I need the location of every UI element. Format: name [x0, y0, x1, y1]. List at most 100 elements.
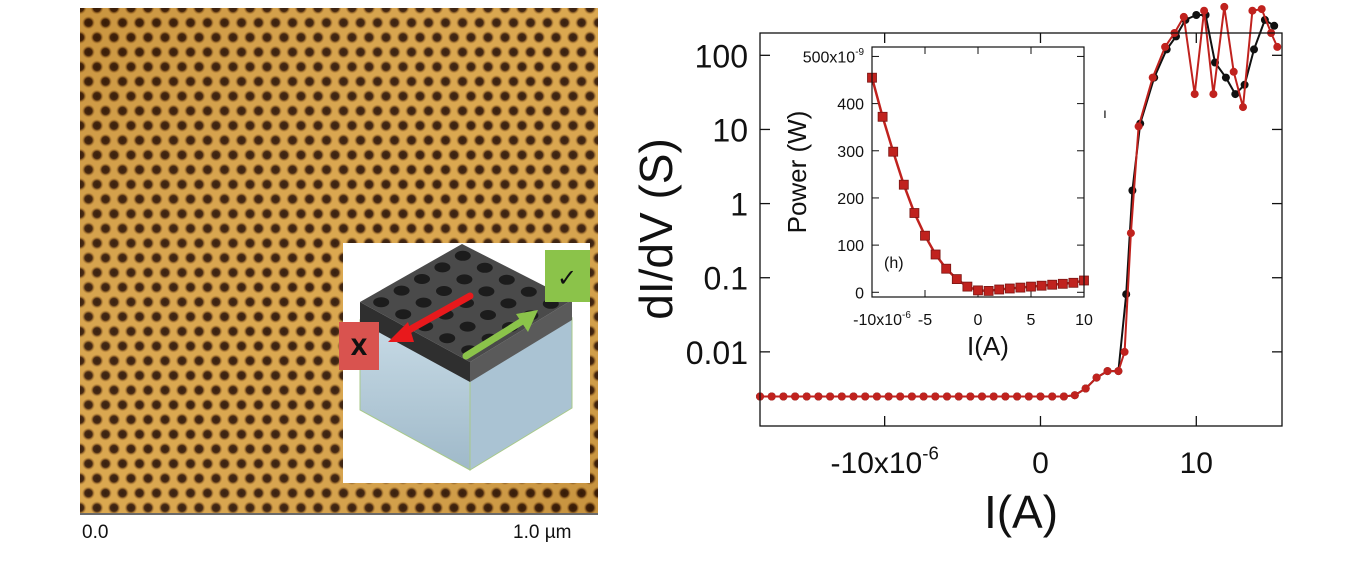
main-data-point	[826, 392, 835, 401]
wrong-arrow-head	[388, 322, 414, 342]
main-data-point	[1250, 45, 1258, 54]
inset-data-point	[941, 263, 952, 274]
main-data-point	[779, 392, 788, 401]
main-y-tick-label: 10	[712, 112, 748, 148]
main-x-tick-label: -10x10-6	[831, 443, 939, 481]
right-direction-arrow	[462, 316, 528, 360]
main-y-tick-label: 1	[730, 187, 748, 223]
inset-data-point	[1015, 282, 1026, 293]
main-y-tick-label: 0.1	[704, 261, 748, 297]
main-data-point	[872, 392, 881, 401]
wrong-direction-arrow	[398, 292, 474, 338]
inset-data-point	[930, 249, 941, 260]
inset-x-tick-label: -10x10-6	[853, 310, 911, 329]
main-ticks	[760, 33, 1282, 426]
inset-y-axis-label: Power (W)	[782, 111, 812, 234]
right-arrow-head	[516, 310, 538, 332]
inset-y-tick-label: 200	[837, 191, 864, 208]
inset-data-point	[909, 208, 920, 218]
main-data-point	[1257, 5, 1266, 14]
main-data-point	[1179, 12, 1188, 21]
main-data-point	[791, 392, 800, 401]
schematic-pore	[480, 310, 496, 320]
main-data-point	[1013, 392, 1022, 401]
main-data-point	[837, 392, 846, 401]
main-data-point	[1048, 392, 1057, 401]
main-data-point	[1270, 21, 1279, 30]
main-x-tick-label: 10	[1180, 447, 1213, 480]
main-data-point	[861, 392, 870, 401]
inset-data-point	[1068, 277, 1079, 288]
schematic-pore	[439, 333, 456, 344]
inset-x-tick-label: 0	[974, 312, 983, 329]
main-data-point	[931, 392, 940, 401]
main-data-point	[1059, 392, 1068, 401]
inset-data-point	[1057, 278, 1068, 289]
inset-x-tick-label: 5	[1027, 312, 1036, 329]
main-data-point	[989, 392, 998, 401]
main-data-point	[943, 392, 951, 401]
schematic-pore	[520, 286, 537, 297]
main-data-point	[1092, 373, 1101, 382]
main-data-point	[1200, 6, 1209, 15]
main-data-point	[1024, 392, 1033, 401]
inset-data-point	[898, 179, 909, 190]
inset-data-point	[951, 274, 962, 285]
inset-y-tick-label: 0	[855, 285, 864, 302]
main-data-point	[896, 392, 905, 401]
chart-panel: 0.01 0.1 1 10 100 -10x10-6 0 10 I(A) dI/dV (S) …	[600, 0, 1356, 560]
schematic-pore	[395, 309, 412, 320]
main-data-point	[1161, 42, 1170, 51]
schematic-pore	[373, 297, 390, 308]
main-data-point	[1120, 347, 1129, 356]
main-x-tick-label: 0	[1032, 447, 1049, 480]
main-data-point	[1114, 367, 1123, 376]
inset-y-tick-label: 400	[837, 97, 864, 114]
main-data-point	[1231, 90, 1240, 99]
main-plot-stray-mark: ı	[1103, 105, 1107, 121]
schematic-pore	[478, 286, 495, 297]
main-data-point	[884, 392, 893, 401]
main-y-tick-label: 100	[695, 38, 748, 74]
inset-data-point	[994, 284, 1005, 295]
inset-data-point	[1004, 283, 1015, 294]
inset-data-point	[962, 281, 973, 292]
main-data-point	[1220, 2, 1229, 11]
schematic-pore	[414, 274, 430, 284]
main-data-point	[1122, 290, 1131, 299]
schematic-pore	[454, 250, 471, 261]
main-y-axis-label: dI/dV (S)	[630, 138, 682, 320]
schematic-pore	[500, 298, 517, 309]
inset-data-point	[920, 230, 930, 241]
inset-background	[872, 47, 1084, 297]
inset-data-point	[888, 146, 899, 157]
scale-end-label: 1.0 µm	[513, 522, 572, 543]
inset-plot-frame	[871, 46, 1085, 298]
schematic-pore	[476, 262, 493, 273]
schematic-pore	[456, 274, 473, 285]
schematic-top-edge	[360, 302, 470, 382]
right-badge-label: ✓	[557, 264, 577, 292]
inset-data-point	[877, 111, 888, 122]
schematic-pore	[459, 321, 476, 332]
afm-image: X ✓	[80, 8, 598, 515]
schematic-inset: X ✓	[339, 243, 590, 483]
wrong-badge-label: X	[351, 336, 368, 361]
main-data-point	[1248, 6, 1257, 15]
inset-y-tick-label: 300	[837, 144, 864, 161]
main-data-point	[1134, 122, 1143, 131]
main-data-point	[1221, 73, 1230, 82]
inset-x-tick-label: -5	[918, 312, 932, 329]
inset-data-point	[1036, 280, 1047, 291]
afm-image-panel: X ✓ 0.0 1.0 µm	[0, 0, 620, 560]
main-data-point	[814, 392, 823, 401]
main-data-point	[1103, 367, 1112, 376]
main-data-point	[1070, 391, 1079, 400]
schematic-pore	[436, 286, 452, 296]
main-data-point	[978, 392, 986, 401]
main-x-axis-label: I(A)	[984, 486, 1058, 538]
main-data-point	[1126, 229, 1135, 238]
